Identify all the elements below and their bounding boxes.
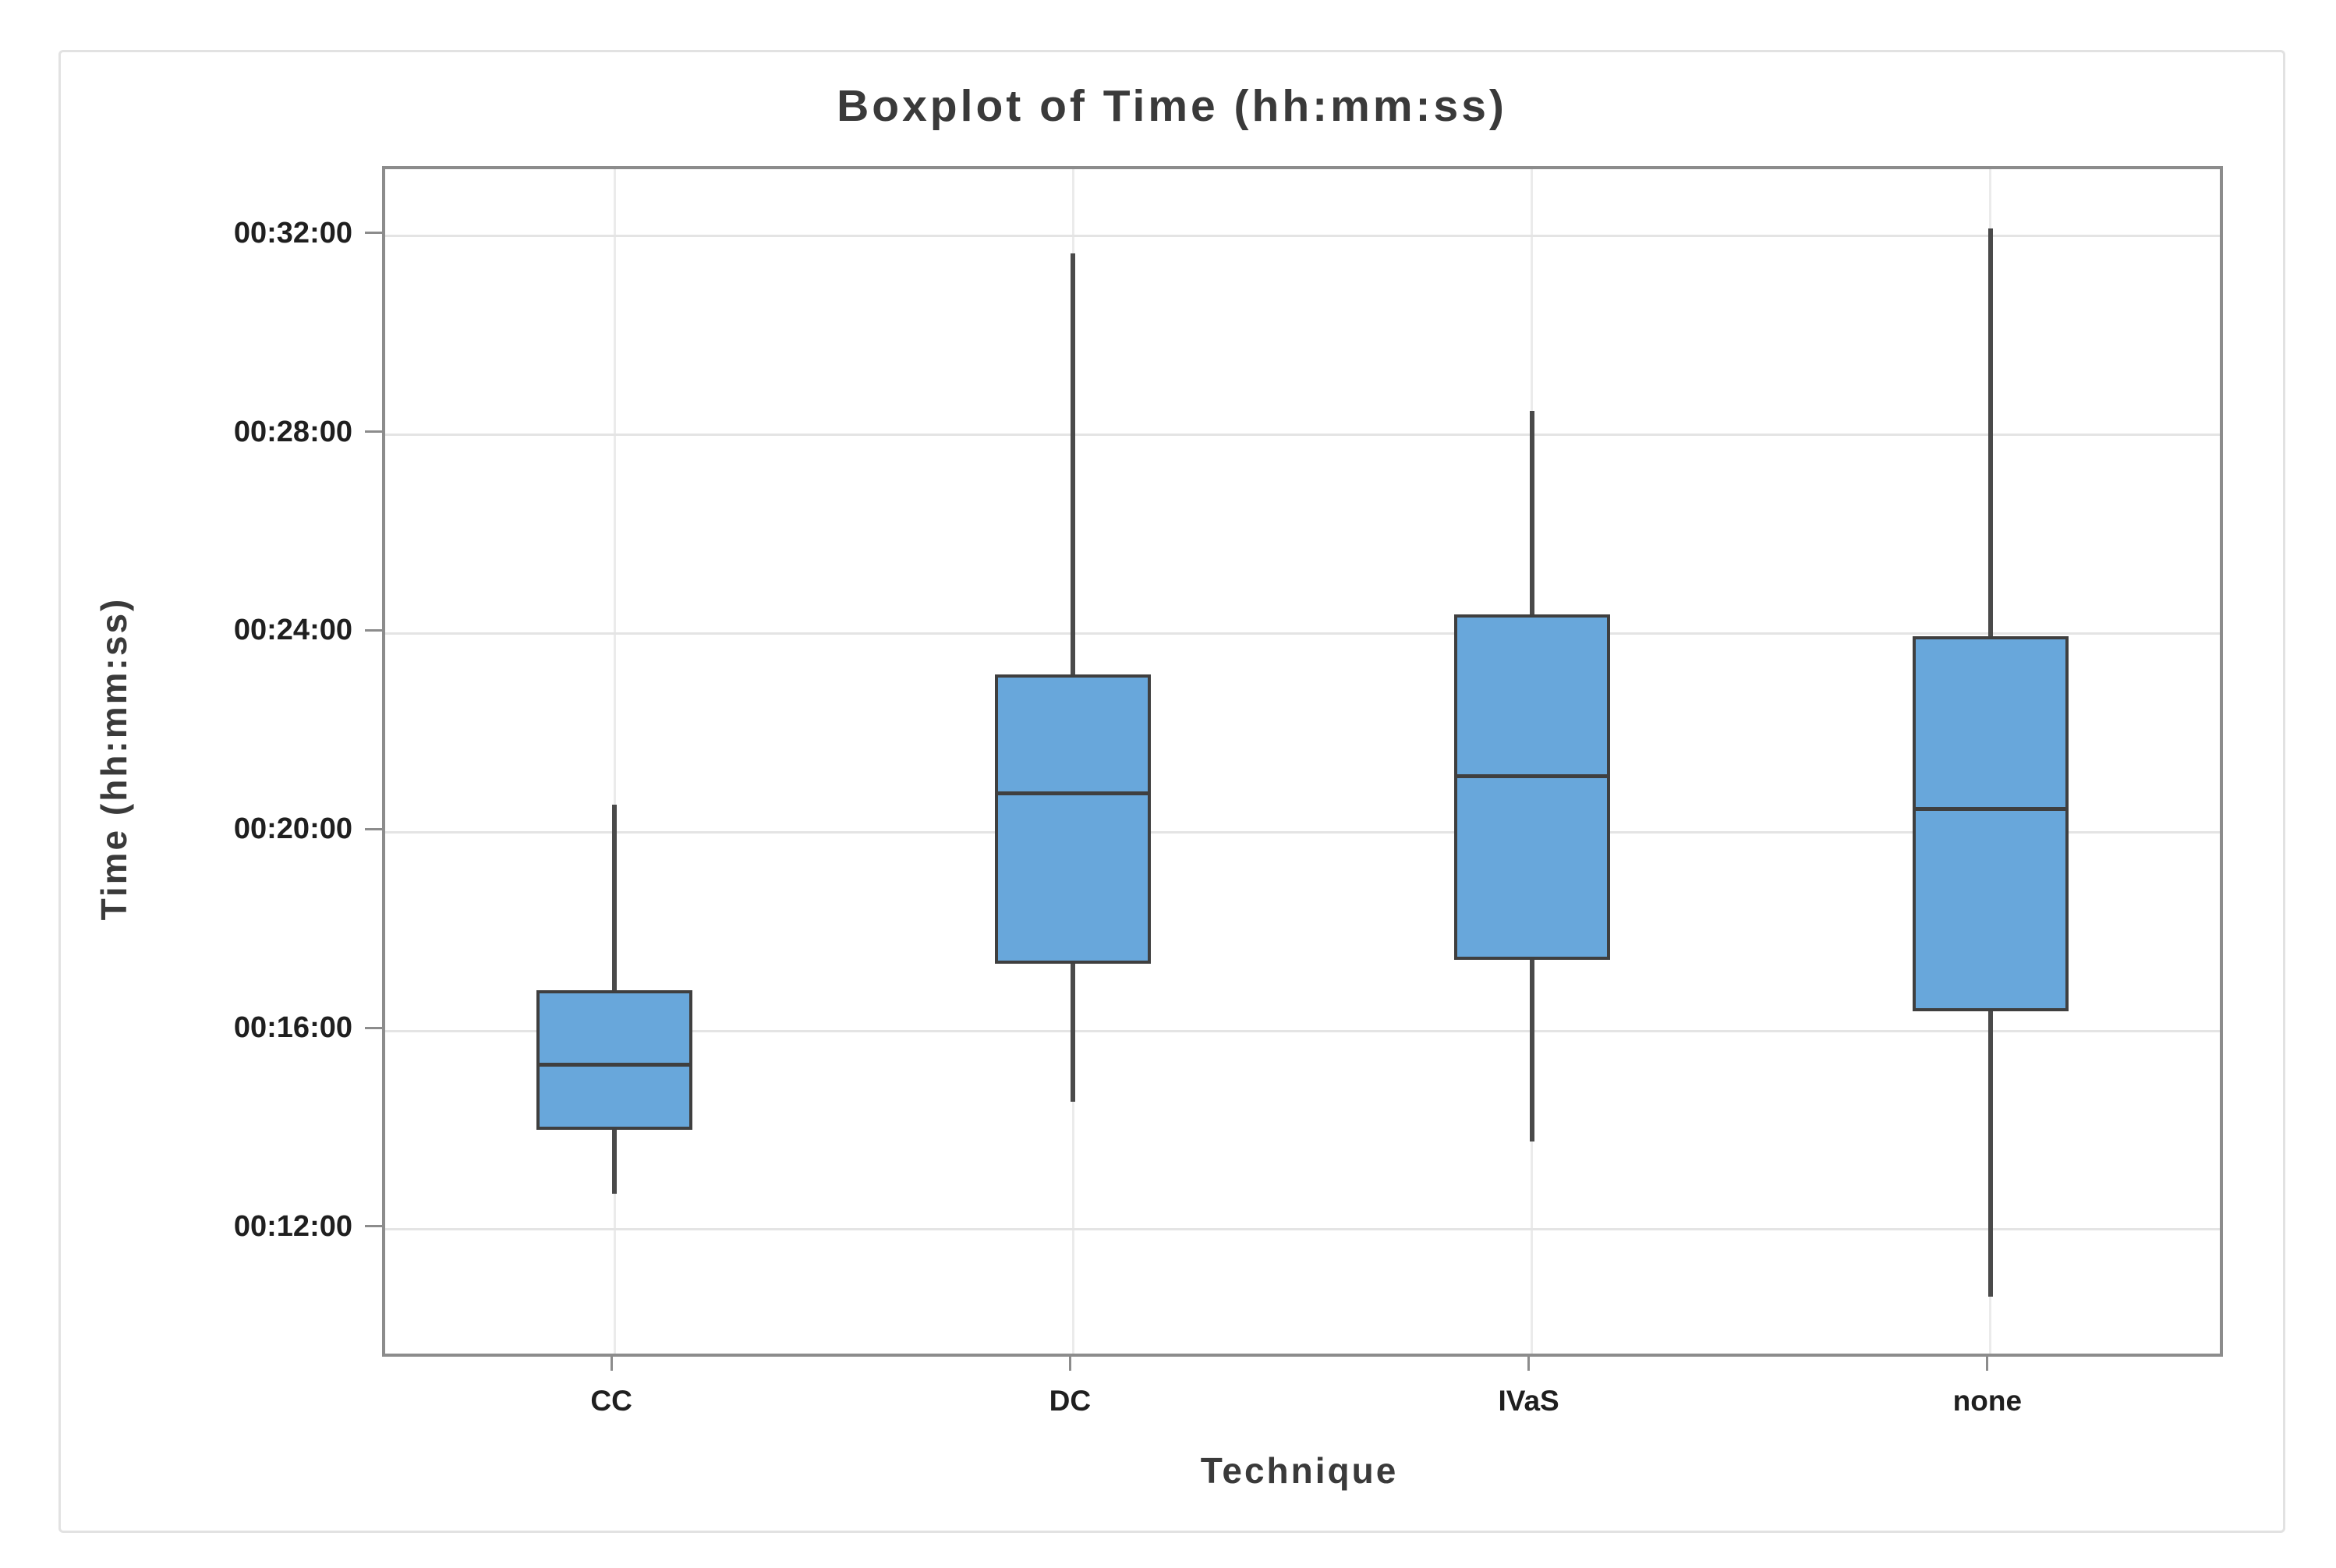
x-tick-label-IVaS: IVaS xyxy=(1498,1385,1559,1417)
y-tick-00:12:00 xyxy=(365,1225,382,1228)
x-tick-none xyxy=(1986,1354,1989,1371)
whisker-high-CC xyxy=(612,805,618,990)
plot-area xyxy=(382,166,2223,1357)
gridline-00:32:00 xyxy=(385,235,2220,238)
box-none xyxy=(1912,635,2069,1011)
x-tick-CC xyxy=(610,1354,613,1371)
box-IVaS xyxy=(1453,614,1610,960)
whisker-low-IVaS xyxy=(1529,959,1534,1142)
x-axis-title: Technique xyxy=(1200,1450,1399,1491)
whisker-low-CC xyxy=(612,1130,618,1195)
y-tick-label-00:28:00: 00:28:00 xyxy=(233,415,352,448)
gridline-00:12:00 xyxy=(385,1228,2220,1231)
box-CC xyxy=(536,990,693,1131)
y-tick-label-00:16:00: 00:16:00 xyxy=(233,1011,352,1045)
category-gridline-CC xyxy=(613,169,616,1354)
y-tick-label-00:20:00: 00:20:00 xyxy=(233,812,352,846)
gridline-00:20:00 xyxy=(385,830,2220,834)
whisker-high-DC xyxy=(1071,253,1076,674)
median-DC xyxy=(995,791,1152,795)
y-tick-label-00:24:00: 00:24:00 xyxy=(233,614,352,647)
chart-title: Boxplot of Time (hh:mm:ss) xyxy=(837,81,1507,131)
x-tick-label-CC: CC xyxy=(590,1385,632,1417)
y-tick-00:32:00 xyxy=(365,232,382,235)
y-axis-title: Time (hh:mm:ss) xyxy=(94,596,134,921)
x-tick-label-DC: DC xyxy=(1049,1385,1092,1417)
figure-frame: Boxplot of Time (hh:mm:ss) Time (hh:mm:s… xyxy=(58,50,2285,1533)
y-tick-label-00:12:00: 00:12:00 xyxy=(233,1209,352,1243)
gridline-00:28:00 xyxy=(385,434,2220,437)
median-none xyxy=(1912,807,2069,812)
median-CC xyxy=(536,1063,693,1067)
x-tick-IVaS xyxy=(1527,1354,1531,1371)
y-tick-00:16:00 xyxy=(365,1026,382,1029)
x-tick-DC xyxy=(1068,1354,1071,1371)
y-tick-00:24:00 xyxy=(365,628,382,632)
gridline-00:16:00 xyxy=(385,1029,2220,1032)
gridline-00:24:00 xyxy=(385,632,2220,635)
y-tick-00:28:00 xyxy=(365,430,382,434)
whisker-low-DC xyxy=(1071,964,1076,1103)
median-IVaS xyxy=(1453,773,1610,778)
whisker-low-none xyxy=(1987,1011,1993,1297)
y-tick-00:20:00 xyxy=(365,827,382,830)
whisker-high-IVaS xyxy=(1529,410,1534,615)
x-tick-label-none: none xyxy=(1952,1385,2023,1417)
whisker-high-none xyxy=(1987,228,1993,636)
box-DC xyxy=(995,674,1152,965)
y-tick-label-00:32:00: 00:32:00 xyxy=(233,216,352,250)
